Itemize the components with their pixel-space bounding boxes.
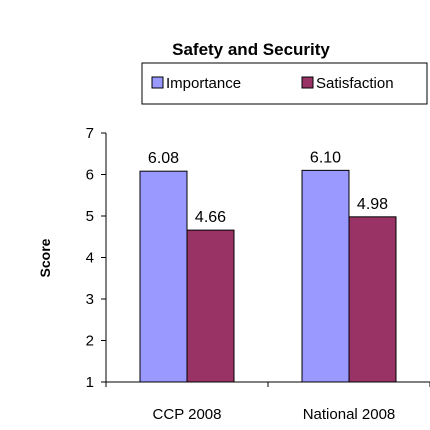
- bar-satisfaction-2: [348, 216, 397, 383]
- data-label-satisfaction-2: 4.98: [357, 196, 388, 213]
- y-tick-label-1: 1: [86, 374, 94, 391]
- legend-swatch-importance: [151, 76, 164, 89]
- chart-title: Safety and Security: [172, 40, 330, 59]
- legend-box: [141, 62, 428, 105]
- y-tick-label-4: 4: [86, 250, 94, 267]
- plot-area: 6.08 4.66 CCP 2008 6.10 4.98 National 2008 1 2 3…: [86, 125, 430, 423]
- legend-swatch-satisfaction: [301, 76, 314, 89]
- bar-importance-2: [301, 169, 350, 383]
- y-axis-label: Score: [37, 238, 53, 277]
- x-tick-label-2: National 2008: [303, 406, 396, 423]
- data-label-importance-2: 6.10: [310, 149, 341, 166]
- data-label-satisfaction-1: 4.66: [195, 209, 226, 226]
- data-label-importance-1: 6.08: [148, 150, 179, 167]
- x-tick-label-1: CCP 2008: [153, 406, 222, 423]
- y-tick-label-7: 7: [86, 125, 94, 142]
- y-tick-label-3: 3: [86, 291, 94, 308]
- bar-satisfaction-1: [186, 229, 235, 383]
- legend-label-importance: Importance: [166, 75, 241, 92]
- y-tick-label-6: 6: [86, 167, 94, 184]
- legend: Importance Satisfaction: [141, 62, 428, 105]
- y-tick-label-2: 2: [86, 333, 94, 350]
- y-tick-label-5: 5: [86, 208, 94, 225]
- bar-importance-1: [139, 170, 188, 383]
- legend-label-satisfaction: Satisfaction: [316, 75, 394, 92]
